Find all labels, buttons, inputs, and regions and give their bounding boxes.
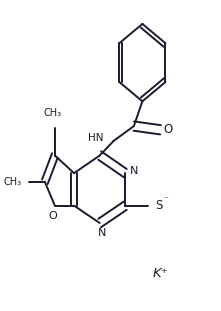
Text: N: N bbox=[130, 166, 139, 176]
Text: ⁻: ⁻ bbox=[163, 196, 168, 205]
Text: O: O bbox=[163, 123, 173, 136]
Text: S: S bbox=[155, 199, 163, 212]
Text: HN: HN bbox=[88, 133, 104, 143]
Text: K⁺: K⁺ bbox=[153, 267, 168, 280]
Text: N: N bbox=[98, 228, 106, 238]
Text: O: O bbox=[48, 211, 57, 220]
Text: CH₃: CH₃ bbox=[4, 177, 22, 187]
Text: CH₃: CH₃ bbox=[44, 108, 62, 118]
